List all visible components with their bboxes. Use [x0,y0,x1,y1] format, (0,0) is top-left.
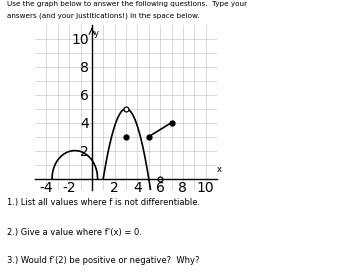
Text: x: x [217,165,222,174]
Text: 3.) Would f’(2) be positive or negative?  Why?: 3.) Would f’(2) be positive or negative?… [7,256,199,265]
Text: 2.) Give a value where f’(x) = 0.: 2.) Give a value where f’(x) = 0. [7,228,142,237]
Text: 1.) List all values where f is not differentiable.: 1.) List all values where f is not diffe… [7,198,200,207]
Text: answers (and your justitications!) in the space below.: answers (and your justitications!) in th… [7,12,199,19]
Text: y: y [94,29,99,38]
Text: Use the graph below to answer the following questions.  Type your: Use the graph below to answer the follow… [7,1,247,7]
